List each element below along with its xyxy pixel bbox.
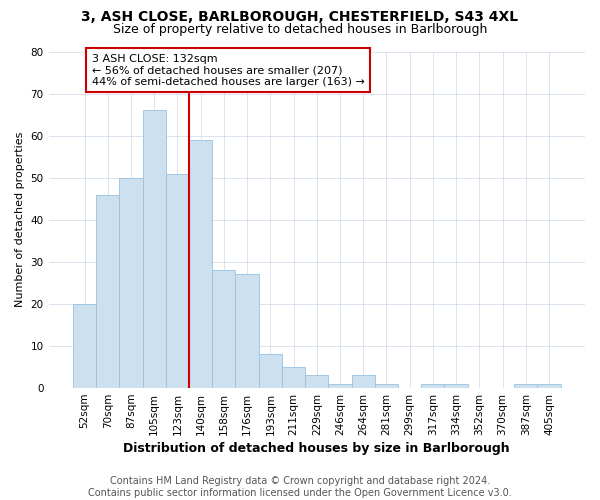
Bar: [119, 178, 143, 388]
Text: 3 ASH CLOSE: 132sqm
← 56% of detached houses are smaller (207)
44% of semi-detac: 3 ASH CLOSE: 132sqm ← 56% of detached ho…: [92, 54, 364, 87]
Bar: [375, 384, 398, 388]
Bar: [352, 376, 375, 388]
Text: Contains HM Land Registry data © Crown copyright and database right 2024.
Contai: Contains HM Land Registry data © Crown c…: [88, 476, 512, 498]
Bar: [305, 376, 328, 388]
Bar: [282, 367, 305, 388]
Text: Size of property relative to detached houses in Barlborough: Size of property relative to detached ho…: [113, 22, 487, 36]
Bar: [166, 174, 189, 388]
Bar: [235, 274, 259, 388]
Text: 3, ASH CLOSE, BARLBOROUGH, CHESTERFIELD, S43 4XL: 3, ASH CLOSE, BARLBOROUGH, CHESTERFIELD,…: [82, 10, 518, 24]
Bar: [514, 384, 538, 388]
Bar: [212, 270, 235, 388]
Bar: [421, 384, 445, 388]
Bar: [189, 140, 212, 388]
Bar: [328, 384, 352, 388]
Bar: [259, 354, 282, 388]
Bar: [96, 194, 119, 388]
Bar: [538, 384, 560, 388]
Bar: [143, 110, 166, 388]
Bar: [445, 384, 468, 388]
Bar: [73, 304, 96, 388]
Y-axis label: Number of detached properties: Number of detached properties: [15, 132, 25, 308]
X-axis label: Distribution of detached houses by size in Barlborough: Distribution of detached houses by size …: [124, 442, 510, 455]
